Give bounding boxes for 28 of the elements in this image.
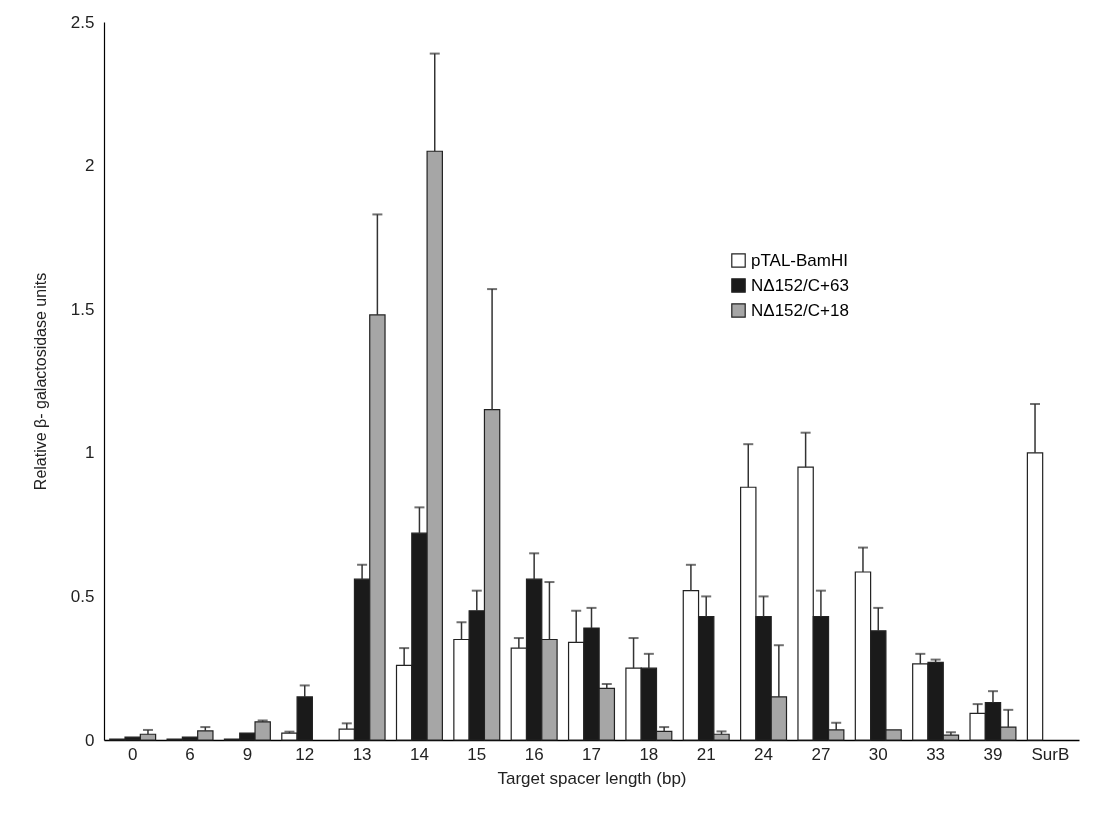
x-tick-label: 30 <box>868 744 888 764</box>
x-tick-label: 15 <box>467 744 487 764</box>
x-tick-label: 18 <box>639 744 659 764</box>
legend-label: NΔ152/C+18 <box>751 300 849 320</box>
x-tick-label: 14 <box>409 744 429 764</box>
x-tick-label: 0 <box>127 744 138 764</box>
x-tick-label: 33 <box>926 744 946 764</box>
x-tick-label: 27 <box>811 744 831 764</box>
x-tick-label: 9 <box>242 744 253 764</box>
x-tick-label: 39 <box>983 744 1003 764</box>
x-tick-label: 24 <box>754 744 774 764</box>
y-tick-label: 0 <box>85 730 95 750</box>
x-tick-label: 12 <box>295 744 315 764</box>
x-tick-label: 16 <box>524 744 544 764</box>
y-tick-label: 1 <box>85 443 95 463</box>
y-tick-label: 2.5 <box>70 12 95 32</box>
x-tick-label: 17 <box>582 744 601 764</box>
y-tick-label: 2 <box>85 156 95 176</box>
legend-label: pTAL-BamHI <box>751 250 848 270</box>
x-tick-label: 13 <box>352 744 372 764</box>
legend-label: NΔ152/C+63 <box>751 275 849 295</box>
y-tick-label: 0.5 <box>70 586 95 606</box>
y-tick-label: 1.5 <box>70 299 95 319</box>
x-tick-label: SurB <box>1031 744 1070 764</box>
x-axis-title: Target spacer length (bp) <box>497 768 687 788</box>
x-tick-label: 21 <box>696 744 716 764</box>
y-axis-title: Relative β- galactosidase units <box>31 272 49 491</box>
x-tick-label: 6 <box>185 744 195 764</box>
